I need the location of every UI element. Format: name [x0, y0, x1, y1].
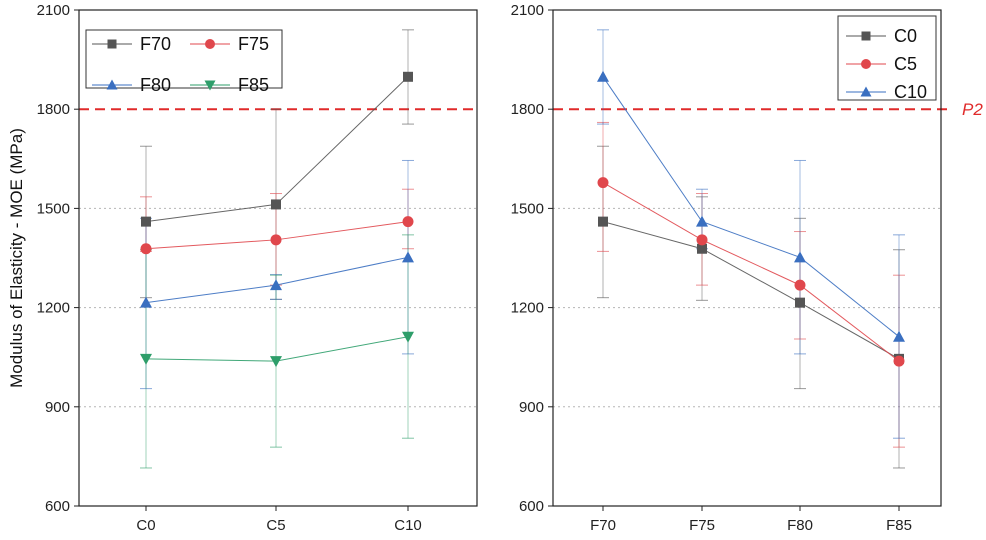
- y-tick-label: 1800: [511, 101, 544, 118]
- y-tick-label: 1500: [37, 200, 70, 217]
- legend-label-c10: C10: [894, 82, 927, 102]
- data-point-c10: [794, 251, 806, 263]
- data-point-c5: [794, 279, 806, 291]
- x-tick-label: C0: [136, 517, 155, 534]
- legend-label-f80: F80: [140, 75, 171, 95]
- x-tick-label: F85: [886, 517, 912, 534]
- series-line-c10: [602, 76, 900, 338]
- legend-marker-c0: [861, 31, 871, 41]
- legend-label-c0: C0: [894, 26, 917, 46]
- y-tick-label: 1200: [511, 300, 544, 317]
- right-chart-panel: 600 900 1200 1500 1800 2100 P2 F70 F75 F80 F85 C0 C5…: [511, 2, 984, 534]
- legend-marker-c5: [861, 59, 871, 69]
- data-point-c5: [696, 234, 708, 246]
- plot-frame: [552, 9, 942, 507]
- data-point-f85: [270, 356, 282, 368]
- legend-marker-f85: [204, 80, 216, 91]
- data-point-f75: [140, 243, 152, 255]
- legend-label-f70: F70: [140, 34, 171, 54]
- legend-label-f75: F75: [238, 34, 269, 54]
- y-tick-label: 1500: [511, 200, 544, 217]
- reference-label: P2: [962, 100, 983, 119]
- plot-frame: [78, 9, 478, 507]
- x-tick-label: C5: [266, 517, 285, 534]
- series-line-c0: [602, 221, 900, 360]
- legend-marker-c10: [860, 86, 872, 97]
- data-point-f85: [140, 353, 152, 365]
- y-tick-label: 1800: [37, 101, 70, 118]
- y-tick-label: 600: [519, 498, 544, 515]
- data-point-c10: [597, 70, 609, 82]
- legend-marker-f75: [205, 39, 215, 49]
- y-tick-label: 900: [45, 399, 70, 416]
- y-tick-label: 2100: [37, 2, 70, 19]
- y-tick-label: 900: [519, 399, 544, 416]
- data-point-f70: [141, 216, 151, 227]
- data-point-c10: [893, 330, 905, 342]
- legend-marker-f70: [107, 39, 117, 49]
- series-line-f80: [145, 256, 409, 304]
- data-point-f80: [270, 279, 282, 291]
- data-point-f80: [402, 251, 414, 263]
- y-axis-label: Modulus of Elasticity - MOE (MPa): [7, 128, 26, 388]
- x-tick-label: C10: [394, 517, 422, 534]
- data-point-f70: [403, 71, 413, 82]
- x-tick-label: F80: [787, 517, 813, 534]
- x-tick-label: F75: [689, 517, 715, 534]
- data-point-c10: [696, 215, 708, 227]
- data-point-c0: [795, 297, 805, 308]
- legend-marker-f80: [106, 79, 118, 90]
- data-point-c0: [598, 216, 608, 227]
- legend-label-c5: C5: [894, 54, 917, 74]
- legend-box: [837, 15, 937, 101]
- left-chart-panel: 600 900 1200 1500 1800 2100 C0 C5 C10 F70 F75 F80 F8…: [37, 2, 478, 534]
- y-tick-label: 1200: [37, 300, 70, 317]
- legend-label-f85: F85: [238, 75, 269, 95]
- y-tick-label: 2100: [511, 2, 544, 19]
- data-point-f85: [402, 331, 414, 343]
- series-line-c5: [602, 182, 900, 362]
- y-tick-label: 600: [45, 498, 70, 515]
- data-point-c5: [597, 177, 609, 189]
- data-point-f75: [270, 234, 282, 246]
- legend-box: [85, 29, 283, 89]
- data-point-f80: [140, 296, 152, 308]
- data-point-c5: [893, 355, 905, 367]
- data-point-f75: [402, 216, 414, 228]
- data-point-c0: [697, 243, 707, 254]
- x-tick-label: F70: [590, 517, 616, 534]
- data-point-f70: [271, 199, 281, 210]
